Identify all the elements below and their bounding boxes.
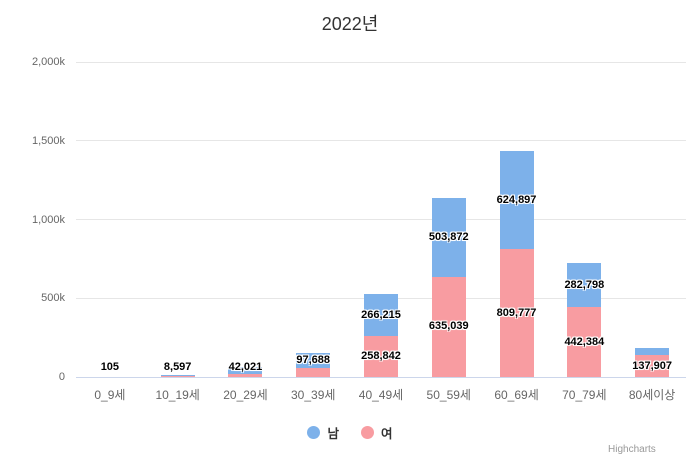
bar-segment-남[interactable]: [228, 367, 263, 374]
bar-segment-남[interactable]: [567, 262, 602, 308]
bar-segment-label: 258,842: [361, 350, 401, 363]
bar-segment-label: 809,777: [496, 306, 537, 319]
bar-segment-label: 442,384: [564, 335, 605, 348]
x-axis-label: 20_29세: [223, 388, 268, 402]
legend-label-female: 여: [381, 427, 393, 441]
bar-segment-남[interactable]: [431, 197, 466, 277]
legend-label-male: 남: [327, 427, 339, 441]
legend: 남 여: [0, 423, 700, 442]
x-axis-label: 0_9세: [94, 388, 126, 402]
x-axis-label: 70_79세: [562, 388, 607, 402]
y-axis-label: 1,000k: [31, 213, 65, 226]
x-axis-label: 50_59세: [426, 388, 471, 402]
grid-line: [76, 61, 686, 63]
x-axis-label: 80세이상: [628, 388, 676, 402]
x-axis-label: 10_19세: [155, 388, 200, 402]
grid-line: [76, 219, 686, 220]
legend-marker-male-icon: [307, 426, 321, 439]
bar-segment-label: 8,597: [163, 361, 192, 373]
bar-segment-여[interactable]: [499, 249, 534, 377]
grid-line: [76, 140, 686, 142]
y-axis-label: 500k: [41, 292, 65, 305]
legend-marker-female-icon: [361, 426, 374, 439]
bar-segment-여[interactable]: [364, 336, 398, 377]
highcharts-credits[interactable]: Highcharts: [608, 444, 656, 455]
bar-segment-label: 105: [100, 361, 120, 373]
x-axis-label: 30_39세: [291, 388, 336, 402]
bar-segment-남[interactable]: [296, 352, 331, 369]
bar-segment-label: 266,215: [361, 308, 401, 321]
bar-segment-label: 624,897: [496, 193, 537, 206]
chart-title: 2022년: [321, 14, 379, 34]
x-axis-label: 40_49세: [358, 388, 404, 402]
bar-segment-여[interactable]: [228, 373, 263, 377]
y-axis-label: 2,000k: [31, 56, 65, 68]
bar-segment-여[interactable]: [160, 376, 195, 377]
bar-segment-남[interactable]: [364, 294, 398, 337]
bar-segment-여[interactable]: [296, 368, 331, 377]
bar-segment-label: 97,688: [296, 353, 331, 366]
bar-segment-label: 635,039: [428, 320, 469, 333]
bar-segment-여[interactable]: [635, 355, 670, 377]
y-axis-label: 0: [58, 371, 65, 383]
bar-segment-남[interactable]: [160, 374, 195, 377]
bar-segment-남[interactable]: [635, 347, 670, 356]
bar-segment-label: 282,798: [564, 278, 605, 291]
bar-segment-남[interactable]: [499, 151, 534, 250]
x-axis-line: [76, 377, 686, 378]
legend-item-male[interactable]: 남: [307, 423, 339, 442]
y-axis-label: 1,500k: [31, 134, 65, 147]
bar-segment-label: 42,021: [228, 361, 263, 373]
bar-segment-label: 137,907: [632, 359, 672, 372]
legend-item-female[interactable]: 여: [361, 423, 393, 442]
bar-segment-여[interactable]: [567, 307, 602, 377]
x-axis-label: 60_69세: [494, 388, 539, 402]
bar-segment-label: 503,872: [428, 230, 469, 243]
bar-segment-여[interactable]: [431, 276, 466, 377]
